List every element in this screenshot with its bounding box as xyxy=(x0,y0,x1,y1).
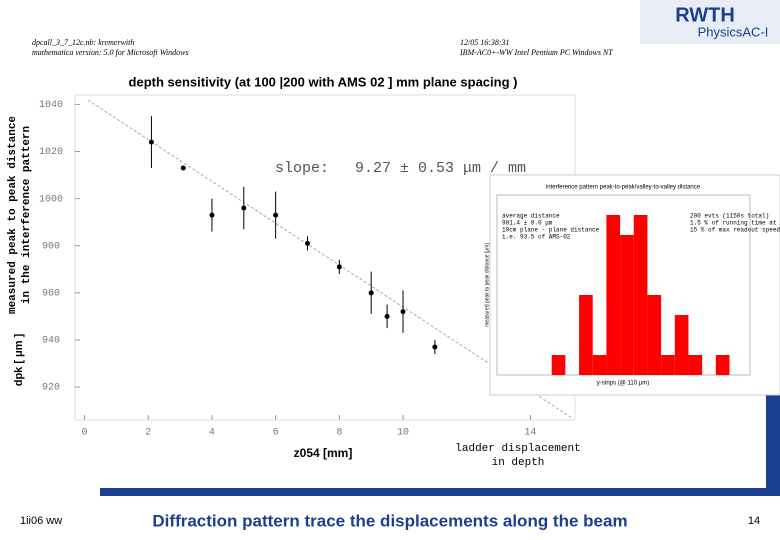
y-tick-label: 920 xyxy=(42,383,60,394)
logo-sub: PhysicsAC-I xyxy=(698,24,769,39)
data-point xyxy=(209,212,215,218)
y-tick-label: 940 xyxy=(42,336,60,347)
hist-bar xyxy=(674,315,689,375)
logo: RWTH xyxy=(675,4,735,26)
x-caption: in depth xyxy=(492,457,545,469)
x-tick-label: 8 xyxy=(336,428,342,439)
logo-box xyxy=(640,0,780,44)
hist-bar xyxy=(633,215,648,375)
data-point xyxy=(273,212,279,218)
hist-bar xyxy=(592,355,607,375)
y-unit: dpk [ μm ] xyxy=(13,333,25,386)
page-number: 14 xyxy=(748,515,760,527)
hist-title: interference pattern peak-to-peak/valley… xyxy=(546,185,701,191)
footer-title: Diffraction pattern trace the displaceme… xyxy=(152,511,627,530)
footer-left: 1ii06 ww xyxy=(20,515,62,527)
x-caption: ladder displacement xyxy=(455,443,580,455)
y-tick-label: 1000 xyxy=(39,194,63,205)
hist-stats: 10cm plane - plane distance xyxy=(502,227,600,234)
y-axis-label: in the interference pattern xyxy=(21,126,33,304)
data-point xyxy=(384,313,390,319)
x-tick-label: 4 xyxy=(209,428,215,439)
x-tick-label: 10 xyxy=(397,428,409,439)
hist-bar xyxy=(620,235,634,375)
x-tick-label: 0 xyxy=(82,428,88,439)
hist-stats: 15 % of max readout speed xyxy=(690,227,780,234)
data-point xyxy=(432,344,438,350)
y-tick-label: 1020 xyxy=(39,147,63,158)
header-left: mathematica version: 5.0 for Microsoft W… xyxy=(32,48,189,57)
data-point xyxy=(368,290,374,296)
data-point xyxy=(241,205,247,211)
hist-bar xyxy=(579,295,593,375)
hist-bar xyxy=(688,355,703,375)
hist-stats: i.e. 93.5 of AMS-02 xyxy=(502,234,571,241)
hist-bar xyxy=(606,215,621,375)
hist-stats: 1.5 % of running time at xyxy=(690,220,776,227)
hist-bar xyxy=(661,355,675,375)
hist-stats: average distance xyxy=(502,213,560,220)
y-tick-label: 900 xyxy=(42,241,60,252)
x-tick-label: 6 xyxy=(273,428,279,439)
annotation: slope: xyxy=(275,160,329,177)
hist-bar xyxy=(647,295,662,375)
hist-x-label: y-strips (@ 110 μm) xyxy=(597,381,649,387)
x-axis-label: z054 [mm] xyxy=(294,446,353,460)
footer-bar xyxy=(100,488,780,496)
data-point xyxy=(304,240,310,246)
data-point xyxy=(336,264,342,270)
y-axis-label: measured peak to peak distance xyxy=(7,116,19,314)
header-left: dpcall_3_7_12c.nb: kremerwith xyxy=(32,38,134,47)
hist-bar xyxy=(715,355,730,375)
x-tick-label: 2 xyxy=(145,428,151,439)
y-tick-label: 1040 xyxy=(39,100,63,111)
chart-title: depth sensitivity (at 100 |200 with AMS … xyxy=(129,74,518,89)
hist-stats: 200 evts (1150s total) xyxy=(690,213,769,220)
data-point xyxy=(148,139,154,145)
side-bar xyxy=(766,395,780,495)
header-right: IBM-AC0+-WW Intel Pentium PC Windows NT xyxy=(459,48,613,57)
x-tick-label: 14 xyxy=(524,428,536,439)
y-tick-label: 960 xyxy=(42,288,60,299)
data-point xyxy=(180,165,186,171)
hist-stats: 981.4 ± 8.0 μm xyxy=(502,220,553,227)
header-right: 12/05 16:38:31 xyxy=(460,38,510,47)
data-point xyxy=(400,309,406,315)
hist-bar xyxy=(551,355,566,375)
hist-y-label: measured peak to peak distance [μm] xyxy=(484,243,490,327)
annotation-value: 9.27 ± 0.53 μm / mm xyxy=(355,160,526,177)
